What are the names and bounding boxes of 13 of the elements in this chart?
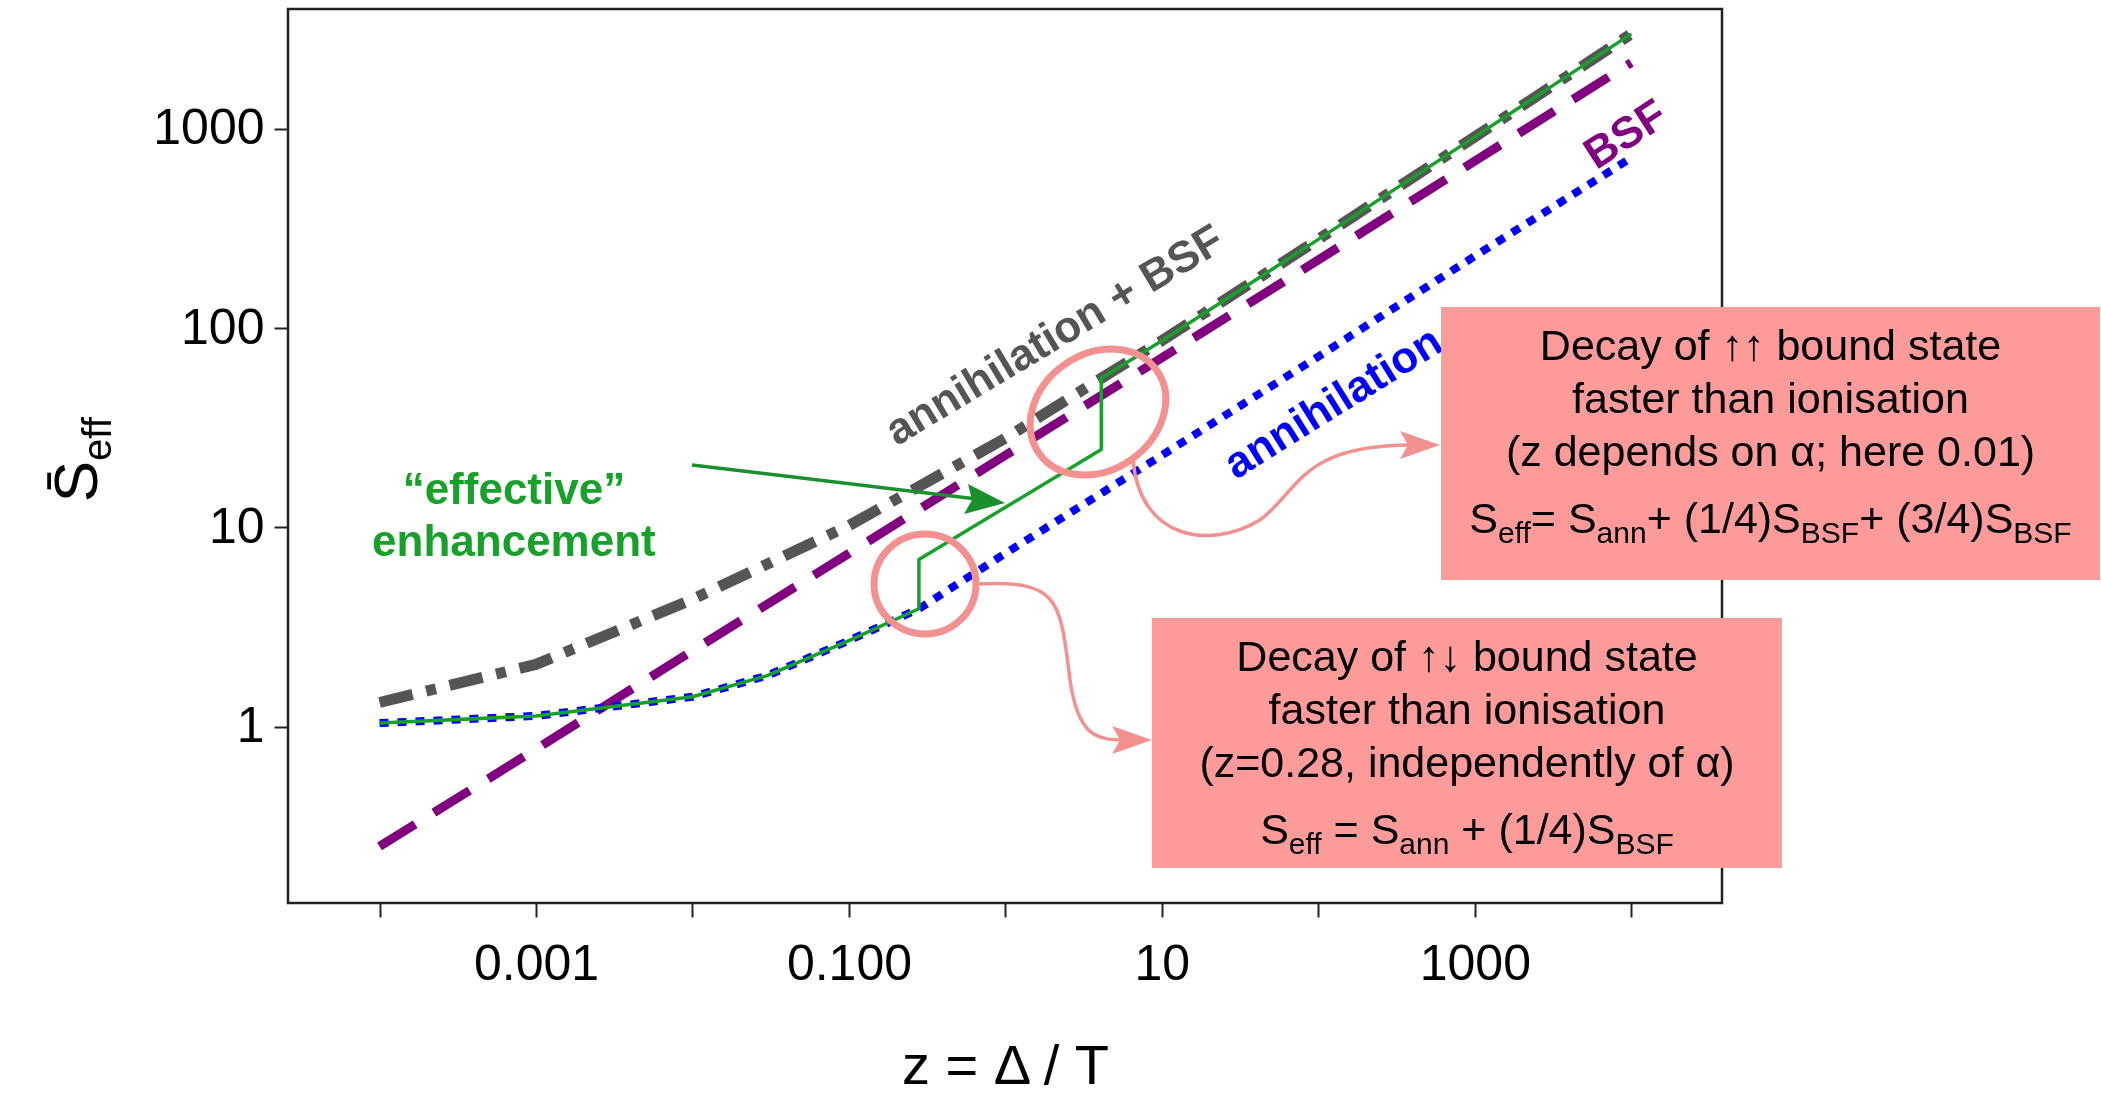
y-tick-label: 100 xyxy=(181,298,265,355)
x-tick-label: 0.100 xyxy=(786,934,912,991)
text: Decay of ↑↑ bound state faster than ionisation (z depends on α; here 0.01) S$_{eff}$= S$_{ann}$+ (1/4)S$_{BSF}$+ (3/4)S$_{BSF}$ xyxy=(1469,321,2072,549)
text: BSF xyxy=(1574,88,1675,178)
x-axis-title: z = Δ / T xyxy=(901,1032,1110,1095)
text: “effective” enhancement xyxy=(372,463,657,565)
x-tick-label: 10 xyxy=(1134,934,1191,991)
y-tick-label: 1000 xyxy=(153,99,265,156)
x-tick-label: 1000 xyxy=(1419,934,1531,991)
y-tick-label: 10 xyxy=(208,497,265,554)
x-tick-label: 0.001 xyxy=(473,934,600,991)
text: Decay of ↑↓ bound state faster than ionisation (z=0.28, independently of α) S$_{eff}$ = S$_{ann}$ + (1/4)S$_{BSF}$ xyxy=(1199,632,1735,860)
y-tick-label: 1 xyxy=(236,697,265,753)
